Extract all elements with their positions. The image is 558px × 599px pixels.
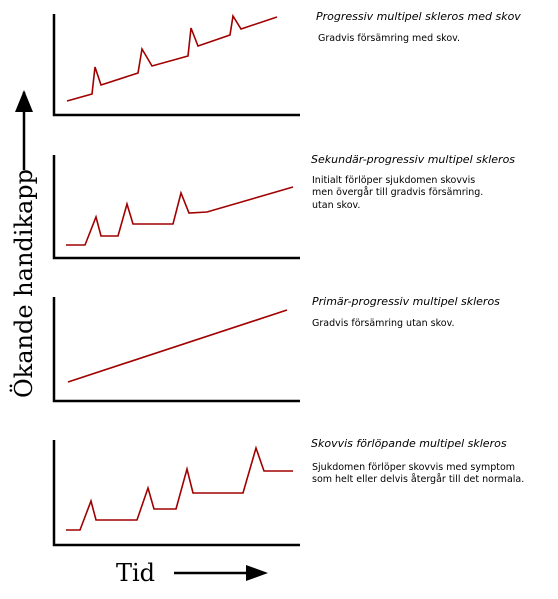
y-axis-label: Ökande handikapp xyxy=(9,169,38,398)
panel-description-line: Sjukdomen förlöper skovvis med symptom xyxy=(312,462,515,473)
x-axis-label: Tid xyxy=(116,559,155,587)
panel-secondary-progressive: Sekundär-progressiv multipel skleros Ini… xyxy=(52,153,515,260)
panel-description-line: Gradvis försämring utan skov. xyxy=(312,318,455,329)
panel-axes xyxy=(52,14,300,117)
y-axis-arrowhead xyxy=(15,90,33,112)
disability-curve xyxy=(66,445,293,531)
panel-title: Skovvis förlöpande multipel skleros xyxy=(311,437,507,450)
panel-title: Sekundär-progressiv multipel skleros xyxy=(311,153,515,166)
panel-axes xyxy=(52,155,300,260)
panel-axes xyxy=(52,297,300,403)
panel-description-line: utan skov. xyxy=(312,200,360,211)
panel-title: Primär-progressiv multipel skleros xyxy=(312,295,500,308)
disability-curve xyxy=(67,309,288,383)
panel-description-line: som helt eller delvis återgår till det n… xyxy=(312,474,524,485)
x-axis-arrowhead xyxy=(246,565,268,581)
panel-description-line: men övergår till gradvis försämring. xyxy=(312,187,483,198)
panel-relapsing-remitting: Skovvis förlöpande multipel skleros Sjuk… xyxy=(52,437,524,547)
panel-description-line: Gradvis försämring med skov. xyxy=(318,33,460,44)
panel-primary-progressive: Primär-progressiv multipel skleros Gradv… xyxy=(52,295,500,403)
panel-axes xyxy=(52,440,300,547)
panel-progressive-relapsing: Progressiv multipel skleros med skov Gra… xyxy=(52,10,521,117)
panel-title: Progressiv multipel skleros med skov xyxy=(316,10,521,23)
disability-curve xyxy=(66,186,294,246)
disability-curve xyxy=(66,13,278,102)
panel-description-line: Initialt förlöper sjukdomen skovvis xyxy=(312,175,475,186)
